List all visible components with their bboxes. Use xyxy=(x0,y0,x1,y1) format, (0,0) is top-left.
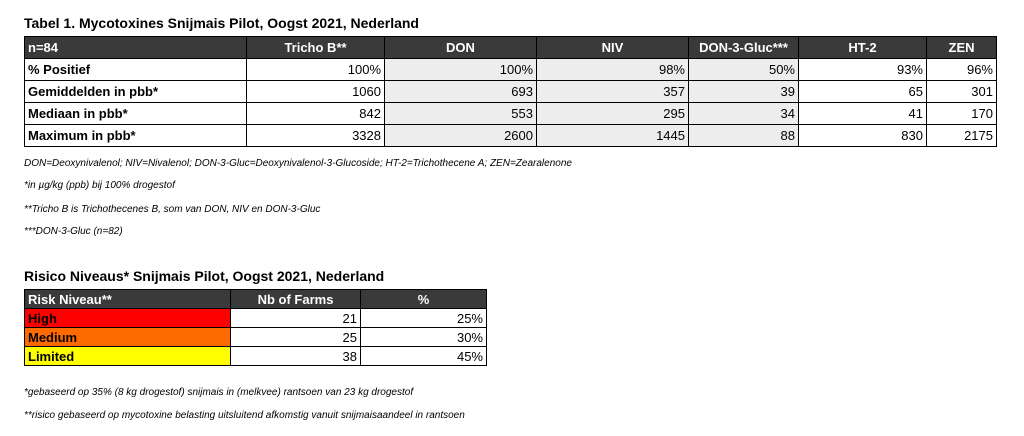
header-ht-2: HT-2 xyxy=(798,36,927,59)
table-cell: 295 xyxy=(536,102,689,125)
table2-title: Risico Niveaus* Snijmais Pilot, Oogst 20… xyxy=(24,268,385,284)
table-cell: 100% xyxy=(246,58,385,81)
table-cell: 2600 xyxy=(384,124,537,147)
table1-note-don-3-gluc: ***DON-3-Gluc (n=82) xyxy=(24,226,123,237)
risk-table: Risk Niveau** Nb of Farms % High 21 25% … xyxy=(24,289,487,366)
table1-note-tricho-b: **Tricho B is Trichothecenes B, som van … xyxy=(24,204,321,215)
header-niv: NIV xyxy=(536,36,689,59)
header-don-3-gluc: DON-3-Gluc*** xyxy=(688,36,799,59)
table-cell: 170 xyxy=(926,102,997,125)
header-nb-of-farms: Nb of Farms xyxy=(230,289,361,309)
table-header-row: n=84 Tricho B** DON NIV DON-3-Gluc*** HT… xyxy=(24,36,997,59)
table-cell: 45% xyxy=(360,346,487,366)
table1-note-units: *in µg/kg (ppb) bij 100% drogestof xyxy=(24,180,175,191)
table-cell: 1445 xyxy=(536,124,689,147)
risk-label-limited: Limited xyxy=(24,346,231,366)
table-cell: 30% xyxy=(360,327,487,347)
table-row: Maximum in pbb* 3328 2600 1445 88 830 21… xyxy=(24,124,997,147)
table-cell: 3328 xyxy=(246,124,385,147)
table-cell: 357 xyxy=(536,80,689,103)
header-zen: ZEN xyxy=(926,36,997,59)
table-row: High 21 25% xyxy=(24,308,487,328)
table-row: Gemiddelden in pbb* 1060 693 357 39 65 3… xyxy=(24,80,997,103)
table2-note-risk: **risico gebaseerd op mycotoxine belasti… xyxy=(24,410,465,421)
header-tricho-b: Tricho B** xyxy=(246,36,385,59)
row-label: % Positief xyxy=(24,58,247,81)
mycotoxin-table: n=84 Tricho B** DON NIV DON-3-Gluc*** HT… xyxy=(24,36,997,147)
row-label: Gemiddelden in pbb* xyxy=(24,80,247,103)
table-row: Limited 38 45% xyxy=(24,346,487,366)
table-cell: 50% xyxy=(688,58,799,81)
table-row: Mediaan in pbb* 842 553 295 34 41 170 xyxy=(24,102,997,125)
table-cell: 38 xyxy=(230,346,361,366)
table1-title: Tabel 1. Mycotoxines Snijmais Pilot, Oog… xyxy=(24,15,419,31)
table-cell: 25% xyxy=(360,308,487,328)
table-cell: 25 xyxy=(230,327,361,347)
table-cell: 553 xyxy=(384,102,537,125)
row-label: Mediaan in pbb* xyxy=(24,102,247,125)
header-n: n=84 xyxy=(24,36,247,59)
header-percent: % xyxy=(360,289,487,309)
risk-label-medium: Medium xyxy=(24,327,231,347)
table-cell: 21 xyxy=(230,308,361,328)
table-cell: 41 xyxy=(798,102,927,125)
table-cell: 34 xyxy=(688,102,799,125)
table-header-row: Risk Niveau** Nb of Farms % xyxy=(24,289,487,309)
header-don: DON xyxy=(384,36,537,59)
table-cell: 693 xyxy=(384,80,537,103)
table-cell: 93% xyxy=(798,58,927,81)
table-cell: 98% xyxy=(536,58,689,81)
table-row: Medium 25 30% xyxy=(24,327,487,347)
table-cell: 39 xyxy=(688,80,799,103)
table-cell: 96% xyxy=(926,58,997,81)
table-cell: 88 xyxy=(688,124,799,147)
table-cell: 842 xyxy=(246,102,385,125)
header-risk-niveau: Risk Niveau** xyxy=(24,289,231,309)
table1-note-abbreviations: DON=Deoxynivalenol; NIV=Nivalenol; DON-3… xyxy=(24,158,572,169)
table-cell: 301 xyxy=(926,80,997,103)
row-label: Maximum in pbb* xyxy=(24,124,247,147)
table2-note-basis: *gebaseerd op 35% (8 kg drogestof) snijm… xyxy=(24,387,414,398)
table-cell: 100% xyxy=(384,58,537,81)
table-cell: 2175 xyxy=(926,124,997,147)
table-row: % Positief 100% 100% 98% 50% 93% 96% xyxy=(24,58,997,81)
table-cell: 65 xyxy=(798,80,927,103)
risk-label-high: High xyxy=(24,308,231,328)
table-cell: 1060 xyxy=(246,80,385,103)
table-cell: 830 xyxy=(798,124,927,147)
